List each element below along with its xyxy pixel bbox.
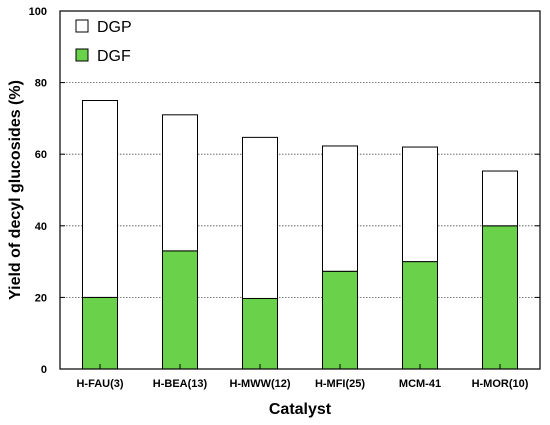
bar-dgf-3 — [322, 270, 358, 370]
tick-labels: H-FAU(3) H-BEA(13) H-MWW(12) H-MFI(25) MCM-4… — [29, 6, 529, 390]
bar-dgf-4 — [402, 261, 438, 370]
plot-frame — [59, 10, 541, 370]
y-axis-title: Yield of decyl glucosides (%) — [7, 80, 24, 300]
bar-dgf-0 — [82, 296, 118, 370]
bar-dgp-5 — [482, 170, 518, 227]
bar-dgf-1 — [162, 250, 198, 370]
y-tick-label: 60 — [35, 149, 47, 161]
legend: DGP DGF — [75, 19, 132, 65]
x-axis-title: Catalyst — [269, 401, 332, 418]
legend-swatch-dgf — [75, 48, 89, 62]
legend-swatch-dgp — [75, 19, 89, 33]
y-tick-label: 100 — [29, 6, 47, 18]
x-tick-label: MCM-41 — [399, 378, 441, 390]
legend-label-dgp: DGP — [97, 19, 132, 36]
legend-label-dgf: DGF — [97, 48, 131, 65]
gridlines — [60, 82, 540, 298]
axes — [59, 10, 541, 370]
bar-dgp-1 — [162, 114, 198, 252]
y-tick-label: 0 — [41, 364, 47, 376]
x-tick-label: H-MFI(25) — [315, 378, 365, 390]
y-tick-label: 80 — [35, 78, 47, 90]
bars — [82, 100, 518, 370]
bar-dgp-3 — [322, 145, 358, 272]
bar-dgp-4 — [402, 146, 438, 263]
bar-dgp-2 — [242, 136, 278, 299]
bar-dgf-2 — [242, 297, 278, 370]
y-tick-label: 20 — [35, 292, 47, 304]
bar-dgp-0 — [82, 100, 118, 298]
y-tick-label: 40 — [35, 221, 47, 233]
x-tick-label: H-BEA(13) — [153, 378, 208, 390]
x-tick-label: H-FAU(3) — [76, 378, 123, 390]
x-tick-label: H-MOR(10) — [472, 378, 529, 390]
x-tick-label: H-MWW(12) — [229, 378, 290, 390]
bar-dgf-5 — [482, 225, 518, 370]
